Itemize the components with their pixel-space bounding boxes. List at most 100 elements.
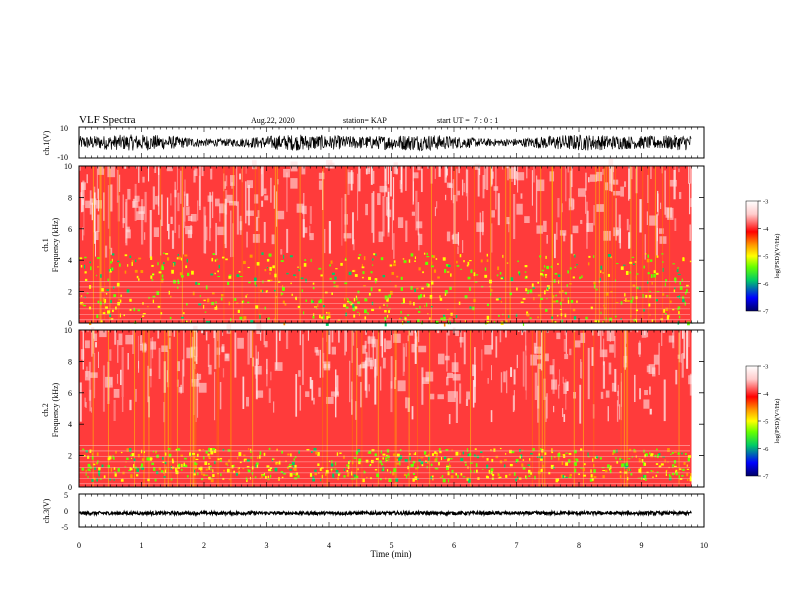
spectrogram-strong-cell (445, 467, 449, 471)
spectrogram-weak-streak (173, 330, 175, 337)
spectrogram-haze (140, 335, 143, 346)
spectrogram-strong-cell (672, 472, 674, 476)
spectrogram-haze (605, 182, 609, 191)
spectrogram-weak-streak (114, 330, 116, 332)
spectrogram-strong-cell (238, 467, 240, 469)
spectrogram-weak-streak (122, 194, 125, 228)
spectrogram-weak-streak (455, 391, 459, 423)
spectrogram-strong-cell (506, 262, 509, 264)
spectrogram-strong-cell (460, 457, 464, 462)
spectrogram-weak-streak (492, 171, 494, 179)
spectrogram-weak-streak (557, 198, 560, 218)
spectrogram-strong-cell (491, 458, 494, 463)
spectrogram-strong-cell (455, 314, 458, 318)
spectrogram-haze (596, 204, 604, 212)
spectrogram-weak-streak (176, 166, 178, 191)
spectrogram-strong-cell (331, 292, 333, 295)
spectrogram-strong-cell (198, 449, 201, 452)
spectrogram-strong-cell (539, 304, 541, 308)
spectrogram-haze (580, 219, 583, 224)
spectrogram-strong-cell (346, 301, 350, 303)
spectrogram-strong-cell (203, 456, 205, 460)
spectrogram-strong-cell (448, 317, 452, 320)
spectrogram-strong-cell (85, 449, 88, 453)
spectrogram-strong-cell (476, 455, 480, 459)
spectrogram-strong-cell (486, 303, 490, 307)
spectrogram-strong-cell (255, 305, 259, 309)
spectrogram-strong-cell (679, 468, 682, 470)
spectrogram-strong-cell (388, 294, 392, 298)
spectrogram-event (678, 330, 680, 487)
spectrogram-strong-cell (522, 459, 525, 461)
spectrogram-strong-cell (561, 319, 563, 323)
spectrogram-weak-streak (628, 232, 631, 249)
spectrogram-strong-cell (645, 294, 648, 298)
spectrogram-strong-cell (110, 261, 113, 264)
spectrogram-strong-cell (462, 476, 466, 478)
spectrogram-strong-cell (138, 278, 140, 281)
spectrogram-haze (382, 357, 386, 369)
spectrogram-weak-streak (491, 166, 493, 186)
spectrogram-strong-cell (480, 451, 483, 454)
spectrogram-weak-streak (563, 338, 566, 352)
spectrogram-weak-streak (110, 184, 113, 212)
spectrogram-weak-streak (170, 216, 173, 225)
spectrogram-strong-cell (553, 456, 556, 458)
spectrogram-strong-cell (537, 316, 539, 319)
spectrogram-weak-streak (681, 330, 684, 339)
spectrogram-strong-cell (634, 261, 637, 263)
ch2-colorbar: -3-4-5-6-7 (745, 364, 769, 481)
spectrogram-weak-streak (158, 347, 161, 380)
spectrogram-strong-cell (466, 264, 469, 267)
spectrogram-strong-cell (127, 264, 129, 267)
spectrogram-strong-cell (165, 469, 167, 473)
spectrogram-strong-cell (678, 315, 681, 319)
spectrogram-strong-cell (427, 453, 430, 457)
spectrogram-weak-streak (275, 330, 278, 370)
spectrogram-event (662, 166, 664, 323)
spectrogram-haze (118, 333, 123, 346)
spectrogram-strong-cell (509, 449, 512, 454)
spectrogram-weak-streak (135, 388, 137, 402)
spectrogram-strong-cell (417, 295, 421, 300)
spectrogram-strong-cell (177, 281, 180, 285)
spectrogram-haze (643, 399, 650, 409)
spectrogram-strong-cell (404, 458, 408, 463)
spectrogram-weak-streak (352, 330, 355, 346)
spectrogram-strong-cell (615, 457, 617, 460)
spectrogram-strong-cell (199, 295, 201, 297)
spectrogram-strong-cell (450, 475, 454, 479)
spectrogram-strong-cell (272, 458, 275, 460)
spectrogram-weak-streak (140, 199, 144, 245)
spectrogram-strong-cell (97, 300, 100, 304)
spectrogram-weak-streak (161, 194, 163, 227)
ch1-ytick-top: 10 (60, 124, 68, 133)
spectrogram-haze (125, 334, 134, 345)
spectrogram-weak-streak (135, 166, 137, 169)
spectrogram-weak-streak (415, 190, 418, 231)
spectrogram-strong-cell (262, 474, 265, 477)
spectrogram-strong-cell (266, 259, 270, 262)
spectrogram-strong-cell (499, 447, 502, 450)
spectrogram-haze (377, 193, 381, 206)
spectrogram-strong-cell (496, 274, 499, 277)
spectrogram-event (611, 166, 613, 323)
spectrogram-strong-cell (297, 266, 299, 268)
spectrogram-strong-cell (448, 479, 450, 483)
spectrogram-strong-cell (173, 262, 175, 267)
spectrogram-weak-streak (166, 370, 168, 383)
spectrogram-strong-cell (607, 273, 611, 277)
spectrogram-strong-cell (371, 258, 374, 261)
spectrogram-haze (283, 168, 290, 178)
spectrogram-strong-cell (540, 468, 543, 472)
spectrogram-strong-cell (256, 262, 260, 266)
spectrogram-strong-cell (632, 284, 636, 287)
spectrogram-strong-cell (557, 263, 559, 265)
spectrogram-strong-cell (228, 479, 232, 481)
spectrogram-strong-cell (641, 459, 644, 463)
spectrogram-strong-cell (129, 467, 132, 470)
spectrogram-strong-cell (195, 281, 198, 285)
spectrogram-strong-cell (150, 275, 153, 279)
spectrogram-strong-cell (570, 299, 574, 303)
